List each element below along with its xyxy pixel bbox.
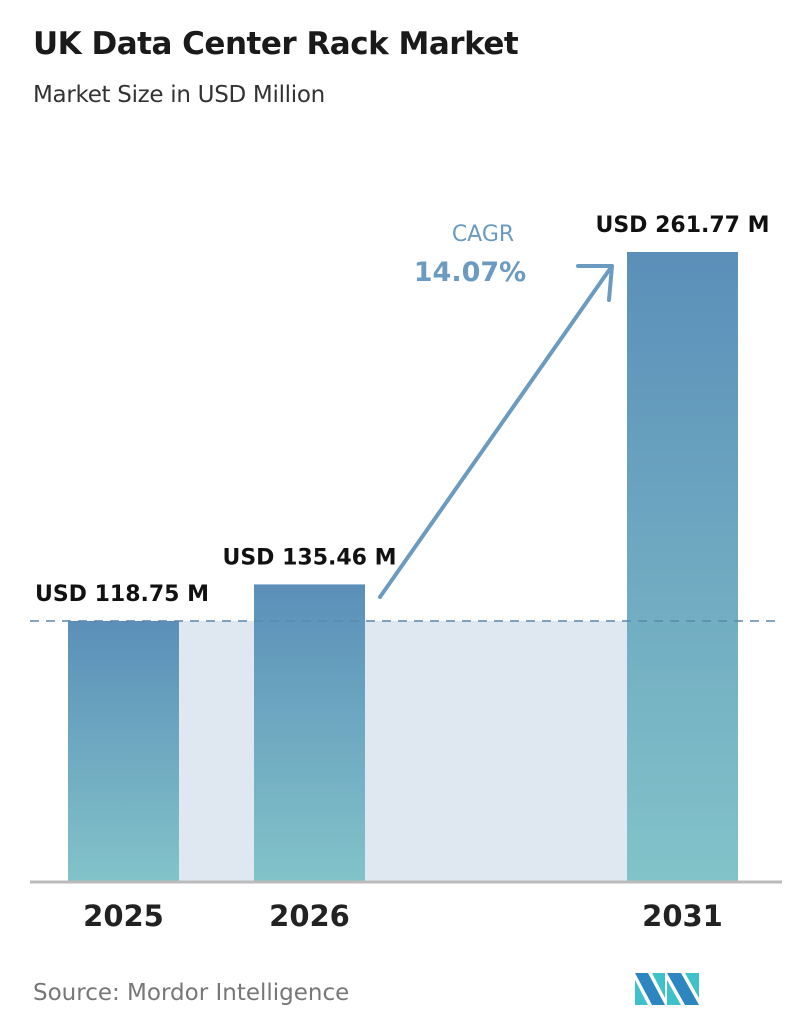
cagr-value: 14.07% (414, 257, 526, 288)
mordor-logo-icon (635, 973, 699, 1005)
x-tick-2031: 2031 (642, 899, 723, 933)
chart-subtitle: Market Size in USD Million (33, 82, 325, 108)
reference-band (179, 621, 627, 881)
cagr-arrow (378, 264, 614, 599)
cagr-label: CAGR (452, 222, 514, 247)
data-label-2031: USD 261.77 M (595, 213, 769, 238)
x-tick-2026: 2026 (269, 899, 350, 933)
data-label-2025: USD 118.75 M (35, 582, 209, 607)
bar-2026 (254, 584, 365, 881)
x-tick-2025: 2025 (83, 899, 164, 933)
bar-2025 (68, 621, 179, 881)
cagr-arrow-head-icon (576, 264, 614, 302)
bar-chart: USD 118.75 M 2025 USD 135.46 M 2026 USD 261.… (30, 213, 782, 933)
data-label-2026: USD 135.46 M (222, 545, 396, 570)
source-text: Source: Mordor Intelligence (33, 980, 350, 1006)
bar-2031 (627, 252, 738, 881)
chart-title: UK Data Center Rack Market (33, 26, 519, 62)
